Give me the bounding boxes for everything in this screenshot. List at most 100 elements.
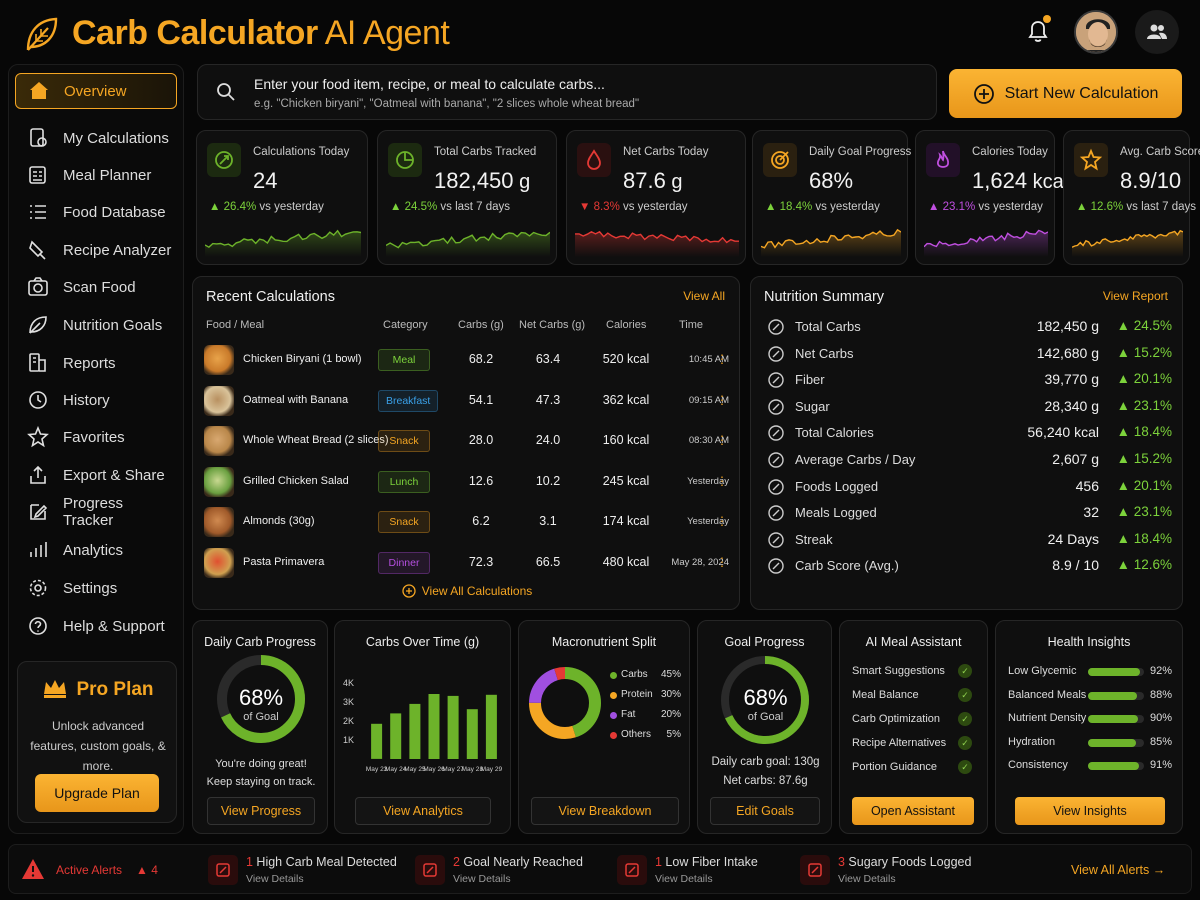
stat-card-avg-carb-score[interactable]: Avg. Carb Score 8.9/10 ▲ 12.6% vs last 7… [1063,130,1200,265]
carbs-value: 12.6 [468,473,494,488]
ai-feature-item[interactable]: Portion Guidance ✓ [852,760,972,781]
alert-item[interactable]: 2 Goal Nearly Reached View Details [415,853,615,887]
health-insight-bar [1088,762,1144,770]
edit-goals-button[interactable]: Edit Goals [710,797,820,825]
view-all-calculations-link[interactable]: View All Calculations [193,584,741,598]
table-row[interactable]: Chicken Biryani (1 bowl) Meal 68.2 63.4 … [201,341,733,379]
goal-progress-value: 68% [743,685,788,710]
net-carbs-value: 3.1 [539,514,557,528]
health-insight-value: 88% [1149,688,1172,701]
view-analytics-button[interactable]: View Analytics [355,797,491,825]
nutrition-row-foods-logged: Foods Logged 456 ▲ 20.1% [767,475,1172,501]
donut-slice-others[interactable] [529,667,601,739]
health-insight-bar [1088,668,1144,676]
more-options-icon[interactable]: ⋮ [716,392,728,407]
sidebar-item-my-calculations[interactable]: My Calculations [15,120,177,156]
nutrition-row-icon [767,531,785,549]
sidebar-item-progress-tracker[interactable]: Progress Tracker [15,494,177,530]
view-breakdown-button[interactable]: View Breakdown [531,797,679,825]
more-options-icon[interactable]: ⋮ [716,473,728,488]
sidebar-item-favorites[interactable]: Favorites [15,419,177,455]
bar-may-28[interactable] [466,709,478,759]
category-badge: Dinner [378,551,430,574]
sidebar-item-scan-food[interactable]: Scan Food [15,269,177,305]
nutrition-change: ▲ 23.1% [1116,397,1172,413]
bar-may-25[interactable] [409,703,421,759]
analytics-icon [27,539,49,561]
edit-icon [27,501,49,523]
bar-may-29[interactable] [485,694,497,759]
view-all-link[interactable]: View All [683,289,725,303]
ai-feature-item[interactable]: Recipe Alternatives ✓ [852,736,972,757]
stat-card-net-carbs-today[interactable]: Net Carbs Today 87.6 g ▼ 8.3% vs yesterd… [566,130,746,265]
stat-card-calories-today[interactable]: Calories Today 1,624 kcal ▲ 23.1% vs yes… [915,130,1068,265]
ai-feature-item[interactable]: Meal Balance ✓ [852,688,972,709]
view-insights-button[interactable]: View Insights [1015,797,1165,825]
more-options-icon[interactable]: ⋮ [716,433,728,447]
stat-card-daily-goal-progress[interactable]: Daily Goal Progress 68% ▲ 18.4% vs yeste… [752,130,911,265]
more-options-icon[interactable]: ⋮ [716,352,728,366]
alert-item[interactable]: 3 Sugary Foods Logged View Details [800,853,1000,887]
col-carbs: Carbs (g) [458,319,504,331]
upgrade-plan-button[interactable]: Upgrade Plan [35,774,159,812]
search-bar[interactable]: Enter your food item, recipe, or meal to… [197,64,937,120]
view-report-link[interactable]: View Report [1102,289,1168,303]
alert-details-link[interactable]: View Details [246,873,304,885]
user-avatar[interactable] [1074,10,1118,54]
donut-slice-protein[interactable] [529,667,601,739]
star-icon [1074,143,1108,177]
food-name: Chicken Biryani (1 bowl) [243,353,362,365]
stat-card-total-carbs-tracked[interactable]: Total Carbs Tracked 182,450 g ▲ 24.5% vs… [377,130,557,265]
table-row[interactable]: Almonds (30g) Snack 6.2 3.1 174 kcal Yes… [201,503,733,541]
category-badge: Breakfast [378,389,439,412]
nutrition-change: ▲ 24.5% [1116,318,1172,333]
alert-details-link[interactable]: View Details [655,873,713,885]
open-assistant-button[interactable]: Open Assistant [852,797,974,825]
nutrition-row-icon [767,504,785,522]
start-new-calculation-button[interactable]: Start New Calculation [949,69,1182,118]
ai-feature-item[interactable]: Carb Optimization ✓ [852,712,972,733]
sidebar-item-food-database[interactable]: Food Database [15,194,177,230]
bar-may-27[interactable] [447,695,459,759]
alert-details-link[interactable]: View Details [453,873,511,885]
team-icon[interactable] [1135,10,1179,54]
table-row[interactable]: Whole Wheat Bread (2 slices) Snack 28.0 … [201,422,733,460]
health-insight-value: 90% [1149,712,1172,724]
table-row[interactable]: Grilled Chicken Salad Lunch 12.6 10.2 24… [201,463,733,501]
ai-feature-item[interactable]: Smart Suggestions ✓ [852,664,972,685]
stat-card-calculations-today[interactable]: Calculations Today 24 ▲ 26.4% vs yesterd… [196,130,368,265]
sidebar-item-help-support[interactable]: Help & Support [15,608,177,644]
bell-icon[interactable] [1026,18,1050,44]
more-options-icon[interactable]: ⋮ [716,554,728,569]
bar-may-24[interactable] [390,713,402,759]
category-badge: Meal [378,349,430,371]
search-input[interactable]: Enter your food item, recipe, or meal to… [254,76,605,92]
sidebar-item-nutrition-goals[interactable]: Nutrition Goals [15,307,177,343]
sidebar-item-settings[interactable]: Settings [15,570,177,606]
table-row[interactable]: Pasta Primavera Dinner 72.3 66.5 480 kca… [201,544,733,582]
view-progress-button[interactable]: View Progress [207,797,315,825]
bar-may-23[interactable] [371,723,383,759]
macronutrient-split-card: Macronutrient Split View Breakdown Carbs… [518,620,690,834]
legend-dot [610,692,617,699]
bar-may-26[interactable] [428,694,440,759]
app-title: Carb Calculator AI Agent [72,14,450,53]
carbs-over-time-card: Carbs Over Time (g) 1K 2K 3K 4K May 23 May 24… [334,620,511,834]
table-row[interactable]: Oatmeal with Banana Breakfast 54.1 47.3 … [201,382,733,420]
alert-details-link[interactable]: View Details [838,873,896,885]
sidebar-item-analytics[interactable]: Analytics [15,532,177,568]
sidebar-item-meal-planner[interactable]: Meal Planner [15,157,177,193]
view-all-alerts-link[interactable]: View All Alerts → [1071,863,1165,877]
sidebar-item-history[interactable]: History [15,382,177,418]
alert-item[interactable]: 1 Low Fiber Intake View Details [617,853,817,887]
sidebar-item-reports[interactable]: Reports [15,345,177,381]
stat-trend: ▲ 23.1% vs yesterday [928,201,1043,213]
food-image [204,345,234,375]
calories-value: 245 kcal [602,473,650,488]
sidebar-item-overview[interactable]: Overview [15,73,177,109]
alert-item[interactable]: 1 High Carb Meal Detected View Details [208,853,408,887]
sidebar-item-recipe-analyzer[interactable]: Recipe Analyzer [15,232,177,268]
ai-feature-label: Recipe Alternatives [852,737,947,749]
sidebar-item-export-share[interactable]: Export & Share [15,457,177,493]
more-options-icon[interactable]: ⋮ [716,514,728,528]
